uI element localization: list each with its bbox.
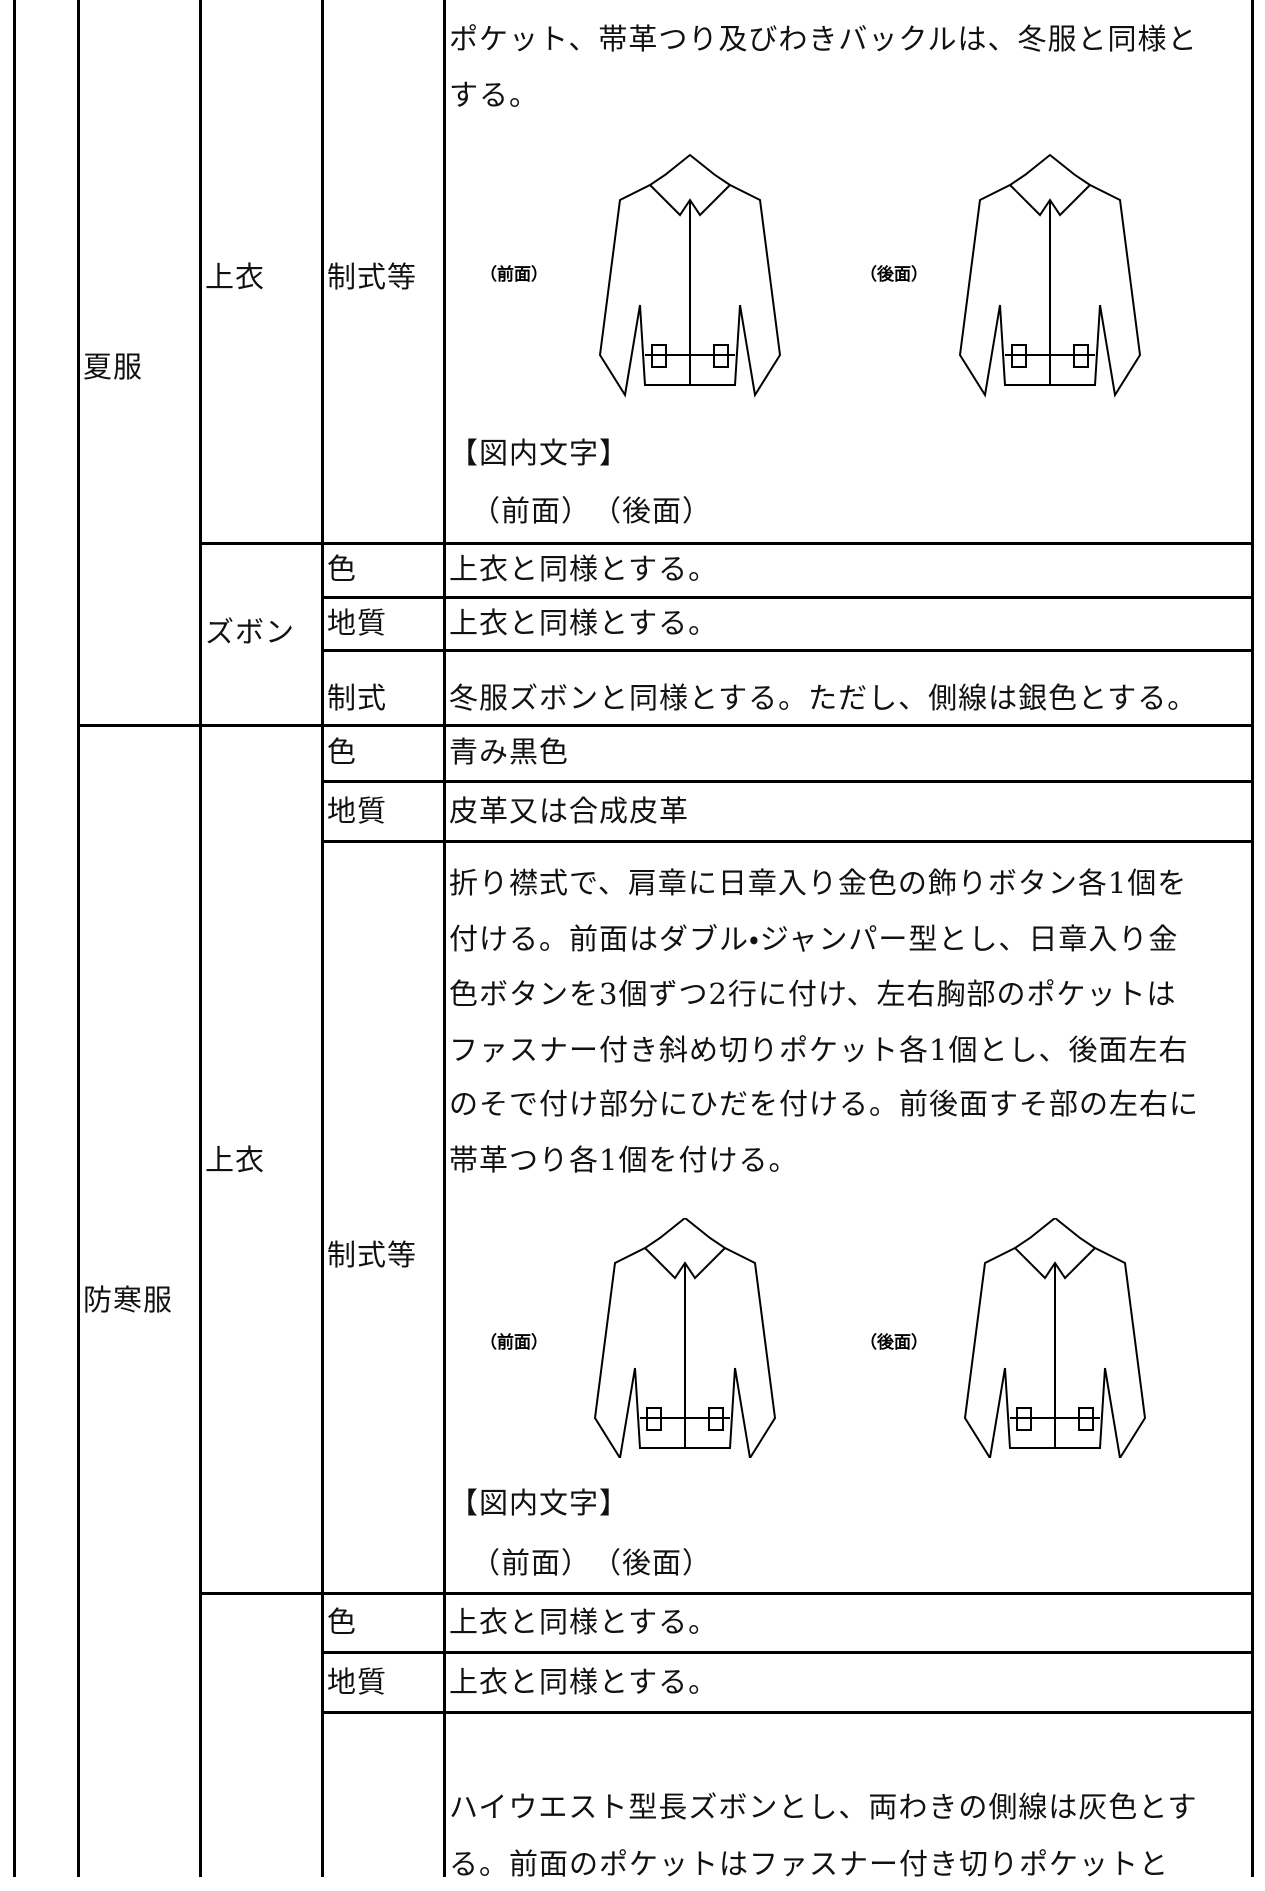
rule bbox=[443, 0, 446, 1877]
cell-text: 冬服ズボンと同様とする。ただし、側線は銀色とする。 bbox=[449, 681, 1198, 715]
cell-text: 上衣と同様とする。 bbox=[449, 1605, 719, 1639]
text-line: 帯革つり各1個を付ける。 bbox=[449, 1143, 799, 1177]
attr-label: 制式等 bbox=[327, 1238, 418, 1272]
text-line: 折り襟式で、肩章に日章入り金色の飾りボタン各1個を bbox=[449, 866, 1188, 900]
item-label: 上衣 bbox=[205, 1143, 266, 1177]
text-line: ポケット、帯革つり及びわきバックルは、冬服と同様と bbox=[449, 22, 1198, 56]
attr-label: 色 bbox=[327, 735, 358, 769]
text-line: する。 bbox=[449, 78, 540, 112]
rule bbox=[321, 649, 1253, 652]
rule bbox=[321, 0, 324, 1877]
figure: （前面） （後面） bbox=[480, 154, 1141, 396]
attr-label: 制式等 bbox=[327, 260, 418, 294]
caption-text: （前面） （後面） bbox=[471, 1546, 713, 1580]
figure-label: （前面） bbox=[480, 264, 548, 285]
figure-label: （前面） bbox=[480, 1332, 548, 1353]
cell-text: 皮革又は合成皮革 bbox=[449, 794, 690, 828]
rule bbox=[13, 0, 16, 1877]
rule bbox=[199, 542, 1253, 545]
cell-text: 上衣と同様とする。 bbox=[449, 552, 719, 586]
item-label: ズボン bbox=[205, 615, 296, 649]
rule bbox=[321, 840, 1253, 843]
text-line: る。前面のポケットはファスナー付き切りポケットと bbox=[449, 1847, 1170, 1881]
item-label: 上衣 bbox=[205, 260, 266, 294]
text-line: 色ボタンを3個ずつ2行に付け、左右胸部のポケットは bbox=[449, 977, 1177, 1011]
rule bbox=[199, 0, 202, 1877]
attr-label: 地質 bbox=[327, 606, 388, 640]
figure-label: （後面） bbox=[860, 1332, 928, 1353]
attr-label: 地質 bbox=[327, 794, 388, 828]
group-label: 夏服 bbox=[83, 350, 144, 384]
rule bbox=[321, 1651, 1253, 1654]
rule bbox=[77, 724, 1253, 727]
text-line: 付ける。前面はダブル・ジャンパー型とし、日章入り金 bbox=[449, 922, 1179, 956]
figure: （前面） （後面） bbox=[480, 1218, 1146, 1458]
rule bbox=[1251, 0, 1254, 1877]
caption: 【図内文字】 bbox=[449, 436, 630, 470]
cell-text: 上衣と同様とする。 bbox=[449, 1665, 719, 1699]
attr-label: 色 bbox=[327, 1605, 358, 1639]
rule bbox=[321, 1711, 1253, 1714]
rule bbox=[199, 1592, 1253, 1595]
attr-label: 制式 bbox=[327, 681, 388, 715]
text-line: ファスナー付き斜め切りポケット各1個とし、後面左右 bbox=[449, 1033, 1189, 1067]
cell-text: 青み黒色 bbox=[449, 735, 570, 769]
cell-text: 上衣と同様とする。 bbox=[449, 606, 719, 640]
caption-text: （前面） （後面） bbox=[471, 494, 713, 528]
rule bbox=[321, 596, 1253, 599]
group-label: 防寒服 bbox=[83, 1283, 174, 1317]
rule bbox=[321, 780, 1253, 783]
attr-label: 色 bbox=[327, 552, 358, 586]
caption: 【図内文字】 bbox=[449, 1486, 630, 1520]
text-line: ハイウエスト型長ズボンとし、両わきの側線は灰色とす bbox=[449, 1790, 1198, 1824]
text-line: のそで付け部分にひだを付ける。前後面すそ部の左右に bbox=[449, 1087, 1200, 1121]
figure-label: （後面） bbox=[860, 264, 928, 285]
rule bbox=[77, 0, 80, 1877]
attr-label: 地質 bbox=[327, 1665, 388, 1699]
